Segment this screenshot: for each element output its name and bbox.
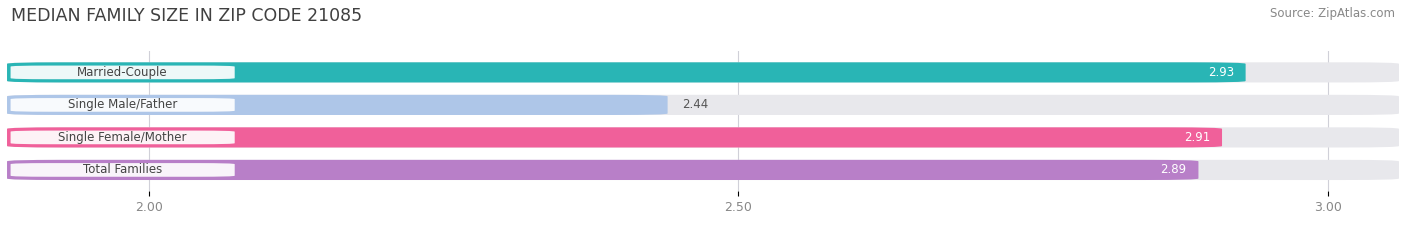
FancyBboxPatch shape	[7, 160, 1399, 180]
Text: Source: ZipAtlas.com: Source: ZipAtlas.com	[1270, 7, 1395, 20]
FancyBboxPatch shape	[7, 62, 1246, 82]
Text: Total Families: Total Families	[83, 163, 162, 176]
FancyBboxPatch shape	[11, 130, 235, 144]
Text: Single Female/Mother: Single Female/Mother	[59, 131, 187, 144]
FancyBboxPatch shape	[7, 95, 1399, 115]
FancyBboxPatch shape	[11, 65, 235, 79]
Text: Single Male/Father: Single Male/Father	[67, 98, 177, 111]
Text: 2.93: 2.93	[1208, 66, 1234, 79]
FancyBboxPatch shape	[7, 95, 668, 115]
Text: MEDIAN FAMILY SIZE IN ZIP CODE 21085: MEDIAN FAMILY SIZE IN ZIP CODE 21085	[11, 7, 363, 25]
FancyBboxPatch shape	[7, 127, 1399, 147]
Text: 2.44: 2.44	[682, 98, 709, 111]
FancyBboxPatch shape	[7, 160, 1198, 180]
Text: 2.89: 2.89	[1160, 163, 1187, 176]
FancyBboxPatch shape	[11, 98, 235, 112]
Text: Married-Couple: Married-Couple	[77, 66, 167, 79]
FancyBboxPatch shape	[7, 127, 1222, 147]
FancyBboxPatch shape	[7, 62, 1399, 82]
FancyBboxPatch shape	[11, 163, 235, 177]
Text: 2.91: 2.91	[1184, 131, 1211, 144]
